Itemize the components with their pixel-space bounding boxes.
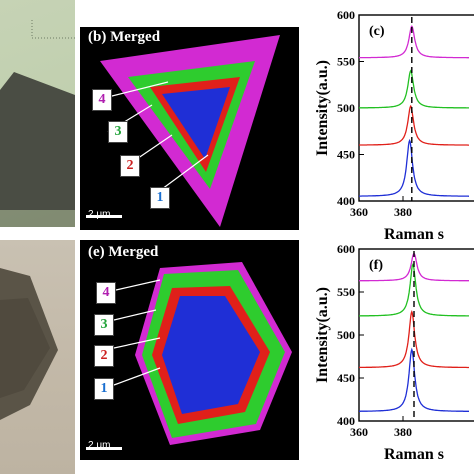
scale-bar-label-e: 2 μm	[88, 440, 111, 451]
region-label-4: 4	[92, 89, 112, 111]
y-tick-label: 600	[337, 242, 355, 256]
y-tick-label: 550	[337, 285, 355, 299]
chart-c: 400 450 500 550 600 360 380 (c) Intensity(a.u.) R…	[314, 8, 474, 243]
panel-label-e: (e) Merged	[88, 244, 159, 260]
raman-spectra-charts: 400 450 500 550 600 360 380 (c) Intensity(a.u.) R…	[314, 8, 474, 463]
series-line-3	[359, 309, 469, 369]
chart-panel-label: (c)	[369, 24, 385, 39]
y-axis-label: Intensity(a.u.)	[314, 287, 331, 383]
region-label-3: 3	[94, 314, 114, 336]
optical-image-top	[0, 0, 75, 227]
series-line-2	[359, 263, 469, 317]
y-tick-label: 550	[337, 55, 355, 69]
plot-frame	[358, 248, 474, 422]
raman-map-b: (b) Merged 4 3 2 1 2 μm	[80, 27, 299, 230]
region-label-1: 1	[150, 187, 170, 209]
region-label-4: 4	[96, 282, 116, 304]
x-tick-label: 380	[394, 425, 412, 439]
x-tick-label: 360	[350, 425, 368, 439]
x-tick-label: 360	[350, 205, 368, 219]
y-tick-label: 450	[337, 371, 355, 385]
y-tick-label: 500	[337, 101, 355, 115]
chart-panel-label: (f)	[369, 258, 383, 273]
chart-f: 400 450 500 550 600 360 380 (f) Intensity(a.u.) R…	[314, 242, 474, 463]
region-label-3: 3	[108, 121, 128, 143]
x-axis-label: Raman s	[384, 226, 444, 243]
raman-map-e: (e) Merged 4 3 2 1 2 μm	[80, 240, 299, 460]
region-label-2: 2	[120, 155, 140, 177]
series-line-1	[359, 25, 469, 59]
series-line-4	[359, 138, 469, 197]
panel-label-b: (b) Merged	[88, 29, 161, 45]
y-tick-label: 400	[337, 194, 355, 208]
triangle-map	[86, 35, 280, 227]
x-axis-label: Raman s	[384, 446, 444, 463]
region-label-1: 1	[94, 378, 114, 400]
hexagon-map	[86, 262, 292, 450]
region-label-2: 2	[94, 345, 114, 367]
y-tick-label: 400	[337, 414, 355, 428]
optical-flake-bottom	[0, 268, 58, 420]
y-tick-label: 600	[337, 8, 355, 22]
series-line-2	[359, 69, 469, 109]
scale-bar-label-b: 2 μm	[88, 209, 111, 220]
y-tick-label: 500	[337, 328, 355, 342]
y-axis-label: Intensity(a.u.)	[314, 60, 331, 156]
x-tick-label: 380	[394, 205, 412, 219]
optical-image-bottom	[0, 240, 75, 474]
y-tick-label: 450	[337, 148, 355, 162]
series-line-3	[359, 104, 469, 146]
optical-flake-top	[0, 20, 75, 227]
